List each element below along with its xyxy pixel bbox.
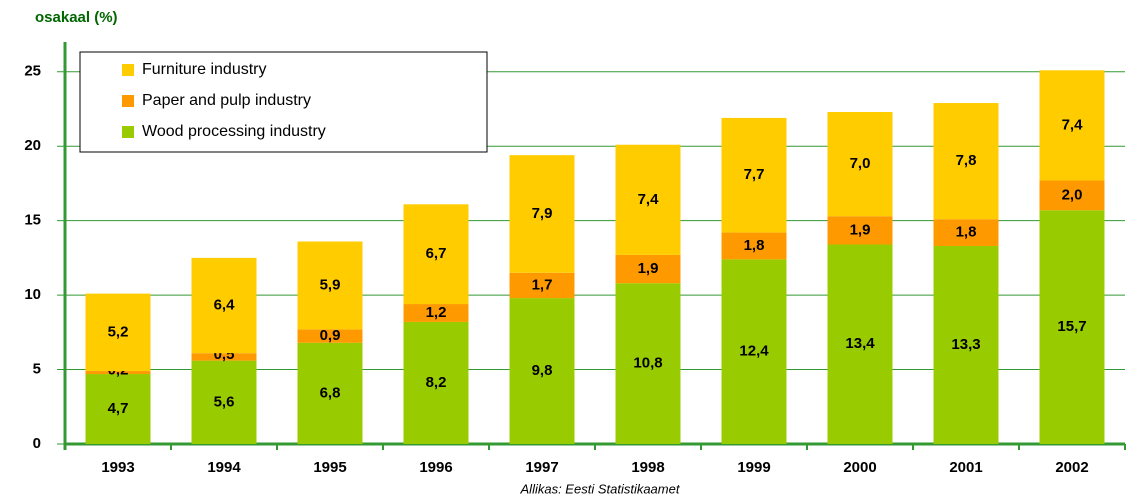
bar-segment — [721, 259, 787, 444]
bar-segment — [827, 216, 893, 245]
bar-segment — [615, 283, 681, 444]
legend-label: Wood processing industry — [142, 123, 326, 140]
value-label: 1,8 — [744, 237, 765, 254]
value-label: 6,8 — [320, 384, 341, 401]
bar-segment — [85, 293, 151, 372]
value-label: 8,2 — [426, 374, 447, 391]
bar-segment — [191, 257, 257, 354]
y-tick-label: 10 — [24, 286, 41, 303]
y-tick-label: 5 — [33, 361, 41, 378]
y-tick-label: 25 — [24, 63, 41, 80]
bar-segment — [85, 371, 151, 375]
value-label: 1,9 — [850, 221, 871, 238]
value-label: 7,4 — [638, 191, 660, 208]
x-tick-label: 2002 — [1055, 459, 1088, 476]
value-label: 9,8 — [532, 362, 553, 379]
value-label: 5,6 — [214, 393, 235, 410]
legend-label: Paper and pulp industry — [142, 92, 311, 109]
bar-segment — [509, 272, 575, 299]
value-label: 1,2 — [426, 304, 447, 321]
bar-segment — [721, 232, 787, 260]
value-label: 6,7 — [426, 245, 447, 262]
value-label: 0,9 — [320, 327, 341, 344]
value-label: 7,8 — [956, 152, 977, 169]
bar-segment — [721, 117, 787, 233]
bar-segment — [933, 219, 999, 246]
bar-segment — [403, 204, 469, 305]
value-label: 13,3 — [951, 336, 980, 353]
bar-segment — [297, 329, 363, 343]
source: Allikas: Eesti Statistikaamet — [520, 481, 681, 496]
value-label: 1,8 — [956, 224, 977, 241]
value-label: 7,4 — [1062, 116, 1084, 133]
bar-segment — [827, 111, 893, 217]
bar-segment — [933, 103, 999, 220]
bar-segment — [403, 304, 469, 322]
x-tick-label: 1997 — [525, 459, 558, 476]
bar-segment — [509, 298, 575, 444]
value-label: 1,7 — [532, 276, 553, 293]
bar-segment — [509, 155, 575, 273]
x-tick-label: 1999 — [737, 459, 770, 476]
x-tick-label: 1996 — [419, 459, 452, 476]
bar-segment — [615, 144, 681, 255]
y-tick-label: 20 — [24, 137, 41, 154]
bar-segment — [191, 360, 257, 444]
value-label: 4,7 — [108, 400, 129, 417]
legend-swatch — [122, 126, 134, 138]
bar-segment — [1039, 210, 1105, 444]
bar-segment — [297, 342, 363, 444]
value-label: 10,8 — [633, 355, 662, 372]
bar-segment — [827, 244, 893, 444]
value-label: 5,9 — [320, 276, 341, 293]
bar-segment — [615, 254, 681, 284]
value-label: 1,9 — [638, 260, 659, 277]
legend-swatch — [122, 64, 134, 76]
x-tick-label: 1993 — [101, 459, 134, 476]
bar-segment — [1039, 70, 1105, 181]
value-label: 7,9 — [532, 205, 553, 222]
x-tick-label: 1998 — [631, 459, 664, 476]
legend-label: Furniture industry — [142, 61, 267, 78]
x-tick-label: 2000 — [843, 459, 876, 476]
value-label: 7,7 — [744, 166, 765, 183]
value-label: 12,4 — [739, 343, 769, 360]
legend-box — [79, 51, 488, 153]
x-tick-label: 2001 — [949, 459, 982, 476]
x-tick-label: 1995 — [313, 459, 346, 476]
value-label: 2,0 — [1062, 186, 1083, 203]
value-label: 6,4 — [214, 297, 236, 314]
bar-segment — [403, 321, 469, 444]
value-label: 5,2 — [108, 323, 129, 340]
bar-segment — [1039, 180, 1105, 211]
y-axis-label: osakaal (%) — [35, 9, 118, 26]
x-tick-label: 1994 — [207, 459, 241, 476]
y-tick-label: 15 — [24, 212, 41, 229]
bar-segment — [933, 245, 999, 444]
value-label: 7,0 — [850, 155, 871, 172]
bar-segment — [85, 374, 151, 444]
legend-swatch — [122, 95, 134, 107]
bar-segment — [191, 353, 257, 361]
bar-segment — [297, 241, 363, 330]
value-label: 13,4 — [845, 335, 875, 352]
value-label: 15,7 — [1057, 318, 1086, 335]
y-tick-label: 0 — [33, 435, 41, 452]
